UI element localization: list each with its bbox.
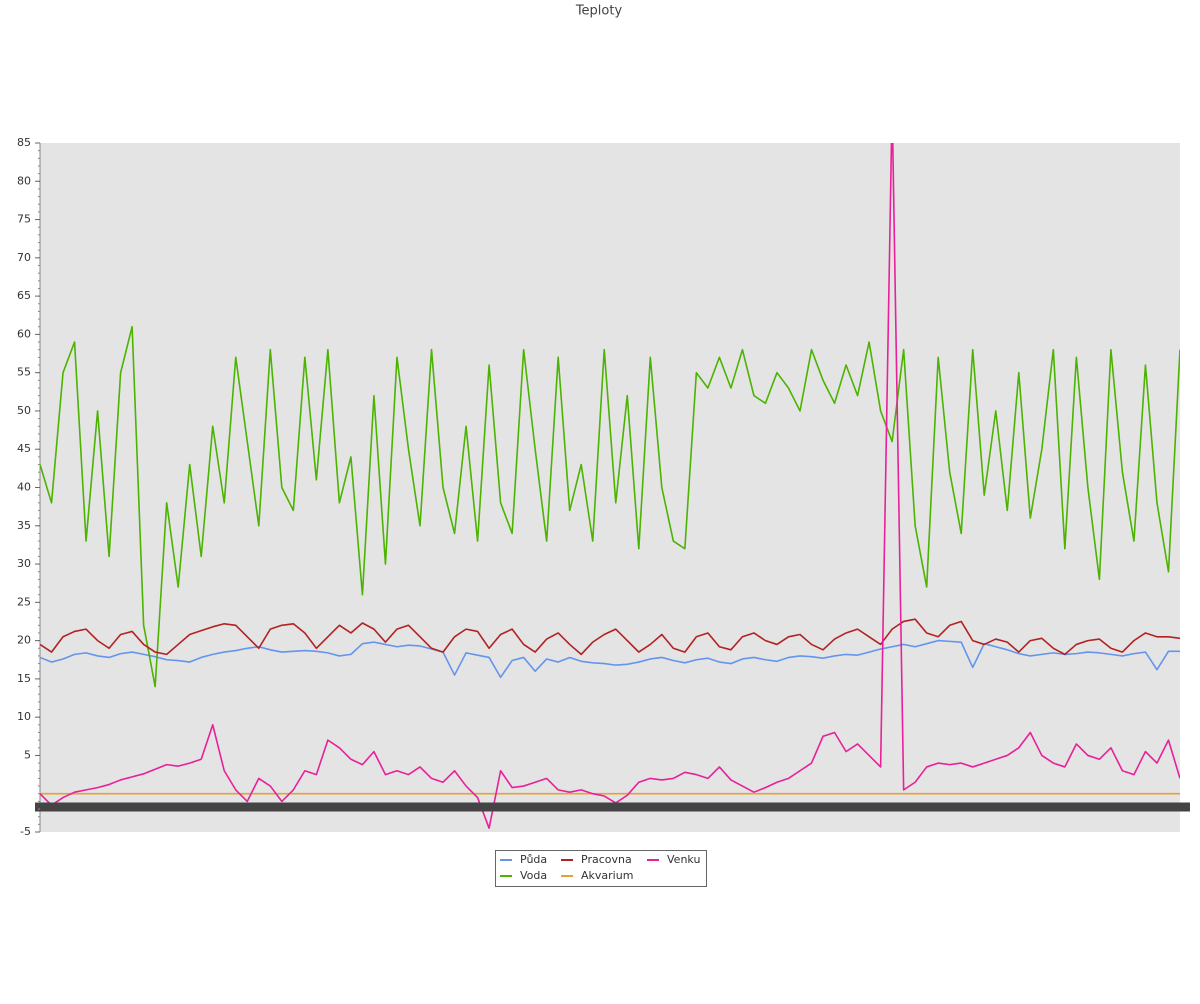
y-tick-label: 5: [24, 748, 31, 761]
plot-area: [40, 143, 1180, 832]
legend-label: Pracovna: [581, 853, 632, 866]
legend: [495, 850, 707, 887]
legend-label: Voda: [520, 869, 547, 882]
y-tick-label: 75: [17, 213, 31, 226]
y-tick-label: 60: [17, 327, 31, 340]
y-tick-label: 50: [17, 404, 31, 417]
legend-label: Venku: [667, 853, 700, 866]
series-line: [40, 618, 1180, 656]
y-tick-label: 85: [17, 136, 31, 149]
y-tick-label: 10: [17, 710, 31, 723]
chart-title: Teploty: [575, 4, 623, 19]
y-tick-label: 45: [17, 442, 31, 455]
y-tick-label: 30: [17, 557, 31, 570]
y-tick-label: 80: [17, 174, 31, 187]
y-tick-label: 65: [17, 289, 31, 302]
y-tick-label: 35: [17, 519, 31, 532]
series-line: [40, 639, 1180, 679]
series-line: [40, 325, 1180, 688]
y-tick-label: 15: [17, 672, 31, 685]
y-tick-label: 55: [17, 366, 31, 379]
legend-label: Půda: [520, 853, 547, 866]
y-tick-label: 25: [17, 595, 31, 608]
y-tick-label: 70: [17, 251, 31, 264]
y-tick-label: -5: [20, 825, 31, 838]
y-tick-label: 20: [17, 634, 31, 647]
series-line: [40, 143, 1180, 829]
legend-label: Akvarium: [581, 869, 633, 882]
series-lines: [40, 143, 1180, 829]
y-tick-label: 40: [17, 481, 31, 494]
